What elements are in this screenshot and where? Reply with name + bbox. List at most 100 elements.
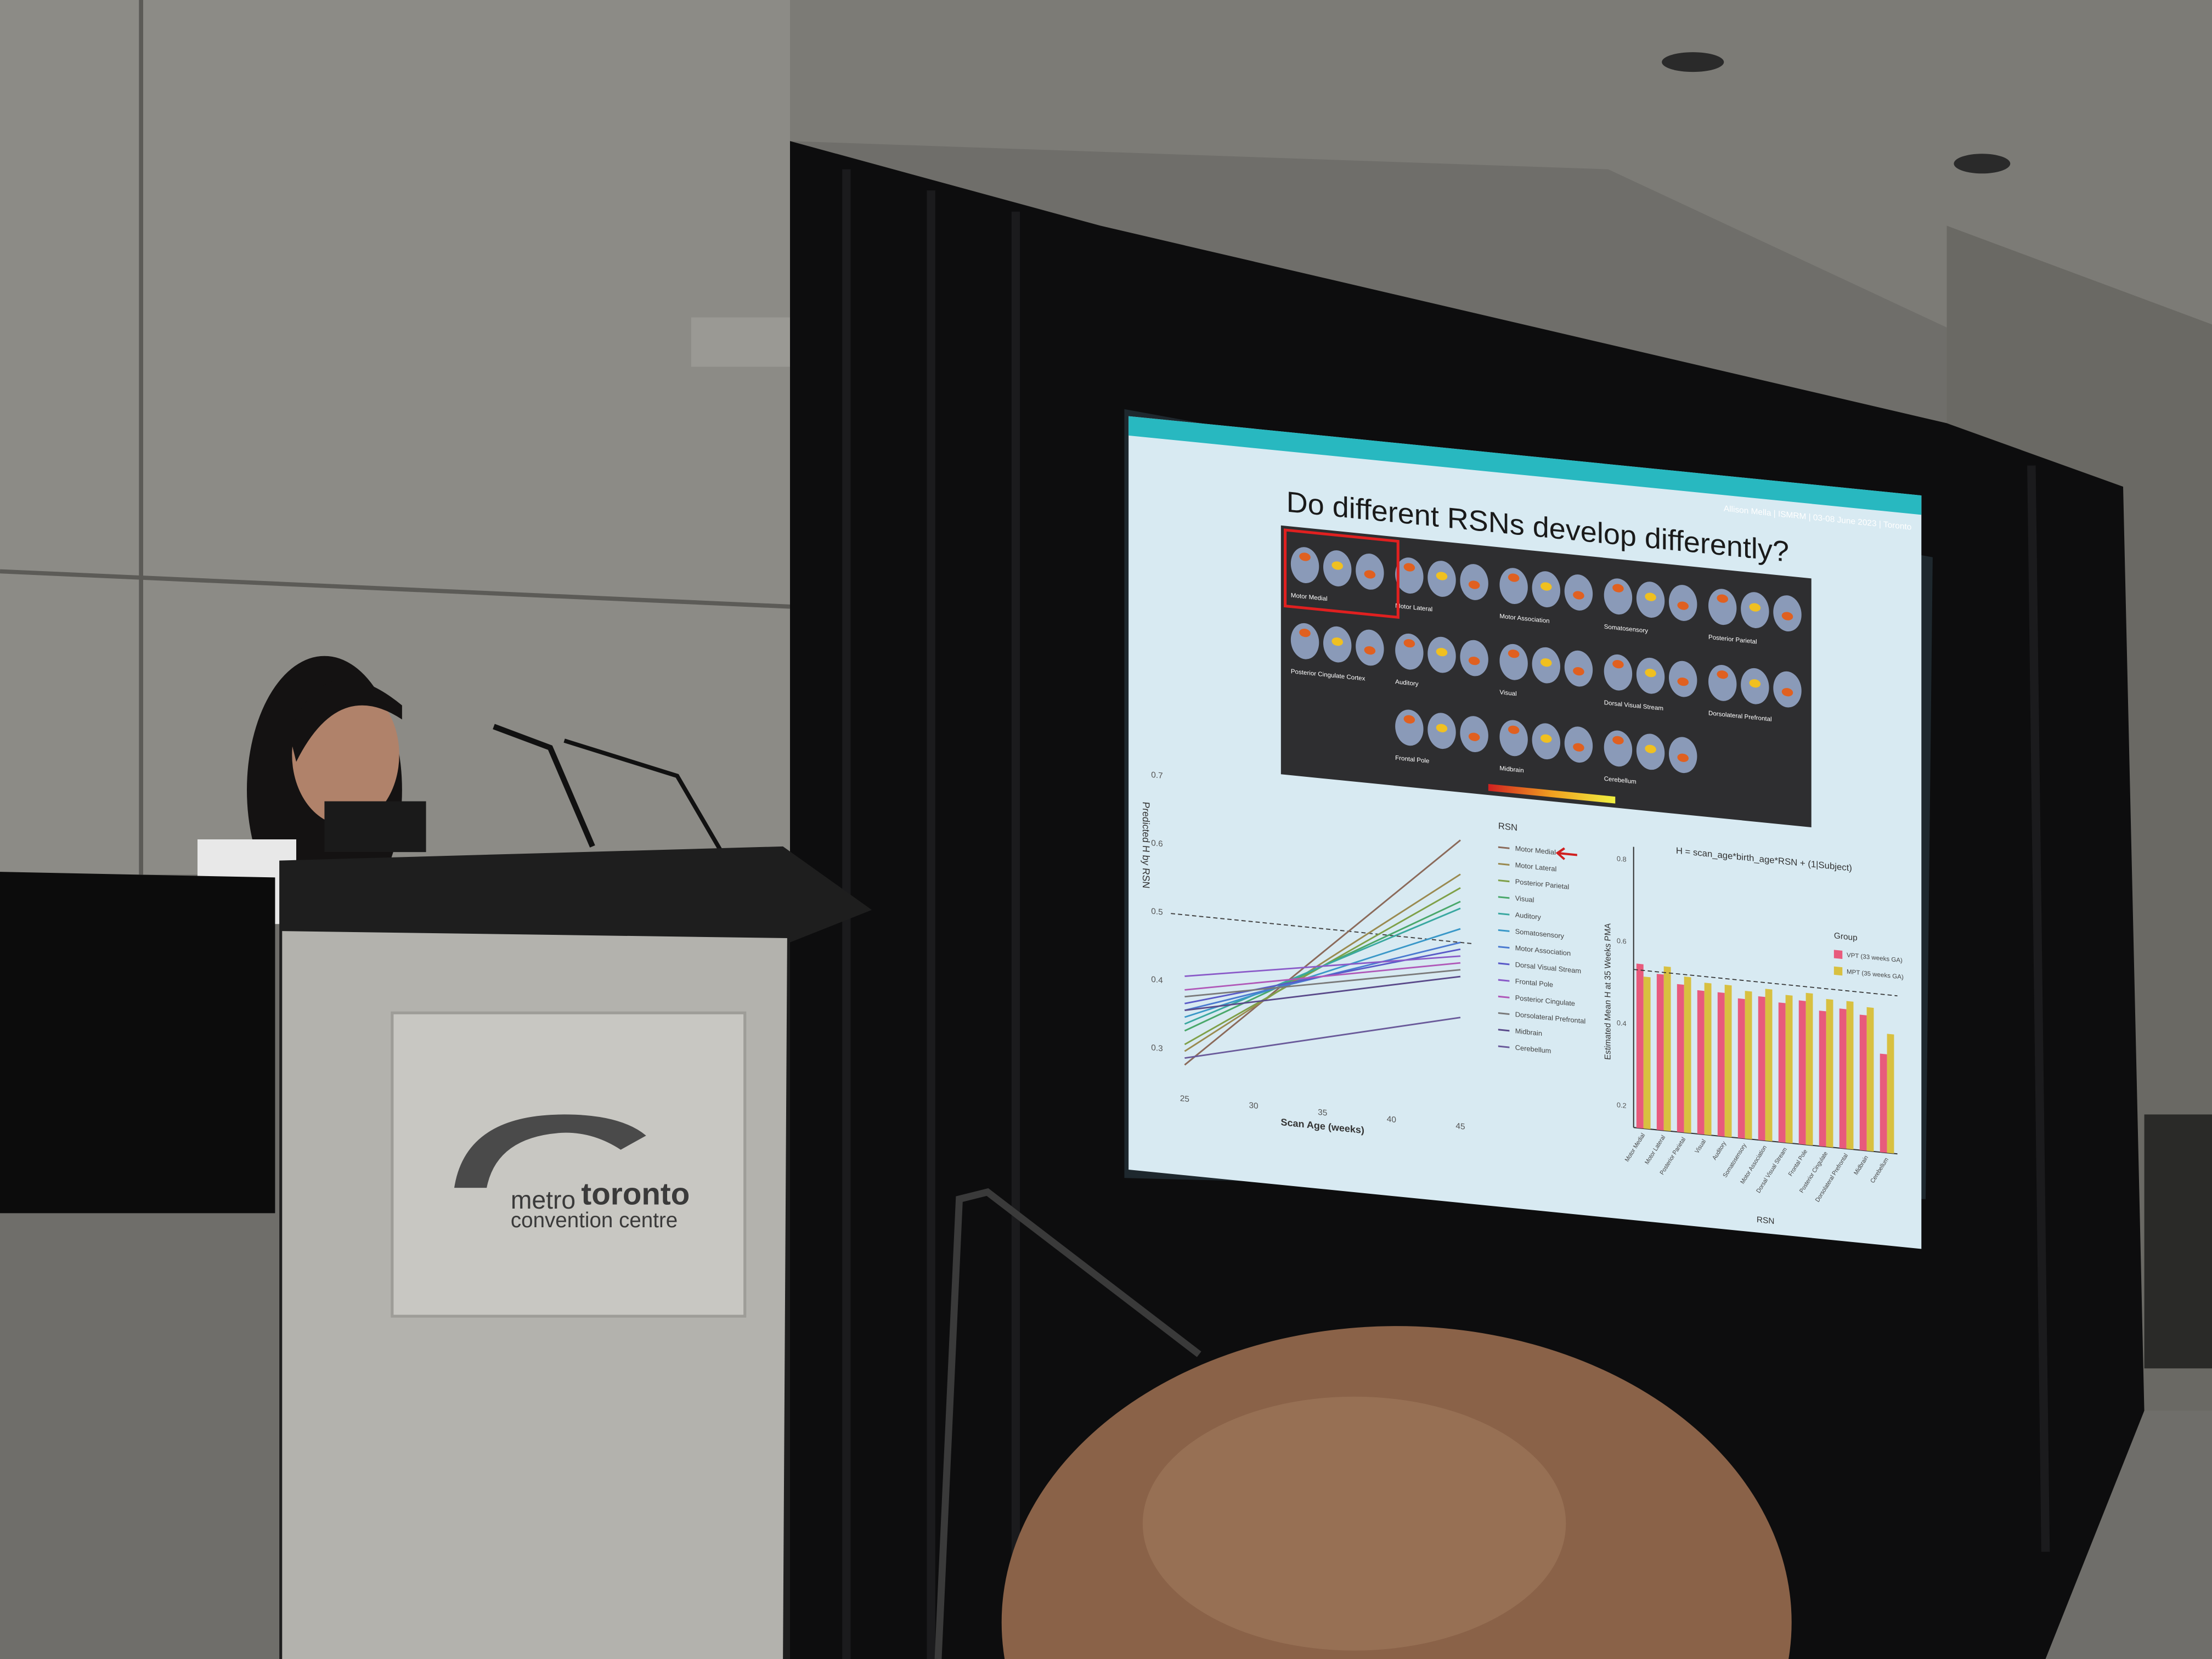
legend-label: Visual <box>1515 894 1534 904</box>
bar <box>1663 966 1671 1131</box>
wall-seam <box>0 569 791 609</box>
legend-swatch <box>1498 912 1510 916</box>
activation-blob <box>1508 650 1520 658</box>
activation-blob <box>1677 601 1689 610</box>
brain-image <box>1290 547 1319 583</box>
slide-top-bar <box>1128 416 1922 515</box>
bar <box>1697 990 1705 1135</box>
activation-blob <box>1508 573 1520 582</box>
x-tick-label: 45 <box>1455 1121 1465 1131</box>
wall-fixture <box>691 317 790 367</box>
data-line <box>1184 928 1461 1018</box>
reference-line <box>1171 913 1475 945</box>
bar <box>1636 963 1644 1128</box>
y-tick-label: 0.4 <box>1151 975 1163 985</box>
activation-blob <box>1436 724 1448 732</box>
bar <box>1677 984 1684 1133</box>
activation-blob <box>1573 667 1584 676</box>
legend-swatch <box>1833 950 1843 960</box>
activation-blob <box>1364 646 1376 655</box>
monitor <box>324 801 426 853</box>
legend-label: Auditory <box>1515 911 1542 922</box>
bar <box>1866 1007 1874 1152</box>
activation-blob <box>1612 660 1624 669</box>
y-tick-label: 0.6 <box>1151 838 1163 849</box>
brain-image <box>1708 589 1737 625</box>
brain-image <box>1499 568 1528 605</box>
legend-swatch <box>1498 1029 1510 1032</box>
x-tick-label: 30 <box>1249 1101 1258 1110</box>
bar <box>1846 1001 1854 1150</box>
activation-blob <box>1717 594 1729 603</box>
bar <box>1704 983 1712 1136</box>
data-line <box>1184 955 1461 977</box>
activation-blob <box>1299 628 1311 637</box>
y-tick-label: 0.5 <box>1151 907 1163 917</box>
data-line <box>1184 839 1461 1066</box>
legend-label: Motor Lateral <box>1515 861 1557 873</box>
laptop <box>0 872 275 1214</box>
bar <box>1805 992 1813 1146</box>
venue-line: convention centre <box>511 1209 678 1232</box>
legend-title: Group <box>1834 931 1858 943</box>
microphone <box>563 738 729 862</box>
activation-blob <box>1612 584 1624 592</box>
x-tick-label: 25 <box>1180 1094 1189 1104</box>
bar <box>1724 984 1732 1138</box>
activation-blob <box>1331 637 1343 646</box>
x-axis <box>1633 1127 1898 1155</box>
legend-title: RSN <box>1498 821 1517 833</box>
ceiling-light <box>1954 154 2011 174</box>
activation-blob <box>1573 591 1584 600</box>
activation-blob <box>1573 743 1584 752</box>
x-tick-label: 40 <box>1387 1115 1396 1125</box>
brain-image <box>1604 654 1633 691</box>
ceiling-light <box>1662 52 1724 72</box>
network-label: Frontal Pole <box>1395 755 1429 765</box>
activation-blob <box>1717 670 1729 679</box>
x-tick-label: 35 <box>1318 1108 1327 1118</box>
legend-swatch <box>1498 1045 1510 1048</box>
y-tick-label: 0.4 <box>1617 1019 1627 1028</box>
activation-blob <box>1781 612 1793 620</box>
legend-swatch <box>1498 995 1510 998</box>
bar <box>1717 992 1725 1137</box>
activation-blob <box>1749 603 1761 612</box>
curtain-fold <box>2027 465 2050 1552</box>
bar <box>1826 998 1833 1148</box>
bar <box>1887 1034 1894 1154</box>
activation-blob <box>1749 679 1761 688</box>
y-axis-label: Predicted H by RSN <box>1141 802 1152 889</box>
activation-blob <box>1541 582 1552 591</box>
activation-blob <box>1403 563 1415 572</box>
legend-label: Cerebellum <box>1515 1043 1551 1055</box>
activation-blob <box>1541 734 1552 743</box>
activation-blob <box>1468 580 1480 589</box>
brain-image <box>1604 578 1633 615</box>
network-label: Midbrain <box>1499 765 1523 774</box>
legend-swatch <box>1498 929 1510 932</box>
y-axis-label: Estimated Mean H at 35 Weeks PMA <box>1603 922 1612 1060</box>
bar <box>1839 1008 1847 1149</box>
activation-blob <box>1677 678 1689 686</box>
brain-image <box>1290 623 1319 659</box>
activation-blob <box>1677 753 1689 762</box>
network-label: Auditory <box>1395 679 1419 687</box>
activation-blob <box>1299 552 1311 561</box>
legend-swatch <box>1498 896 1510 899</box>
activation-blob <box>1436 572 1448 580</box>
bar-plot: 0.2 0.4 0.6 0.8 Estimated Mean H at 35 Weeks… <box>1603 845 1904 1226</box>
activation-blob <box>1541 658 1552 667</box>
legend-swatch <box>1498 1012 1510 1015</box>
brain-image <box>1499 644 1528 680</box>
activation-blob <box>1468 732 1480 741</box>
venue-word: toronto <box>581 1177 690 1211</box>
bar <box>1819 1011 1826 1147</box>
y-tick-label: 0.2 <box>1617 1101 1627 1110</box>
activation-blob <box>1645 744 1656 753</box>
venue-word: metro <box>511 1186 575 1214</box>
bar <box>1785 995 1793 1144</box>
legend-swatch <box>1833 966 1843 976</box>
